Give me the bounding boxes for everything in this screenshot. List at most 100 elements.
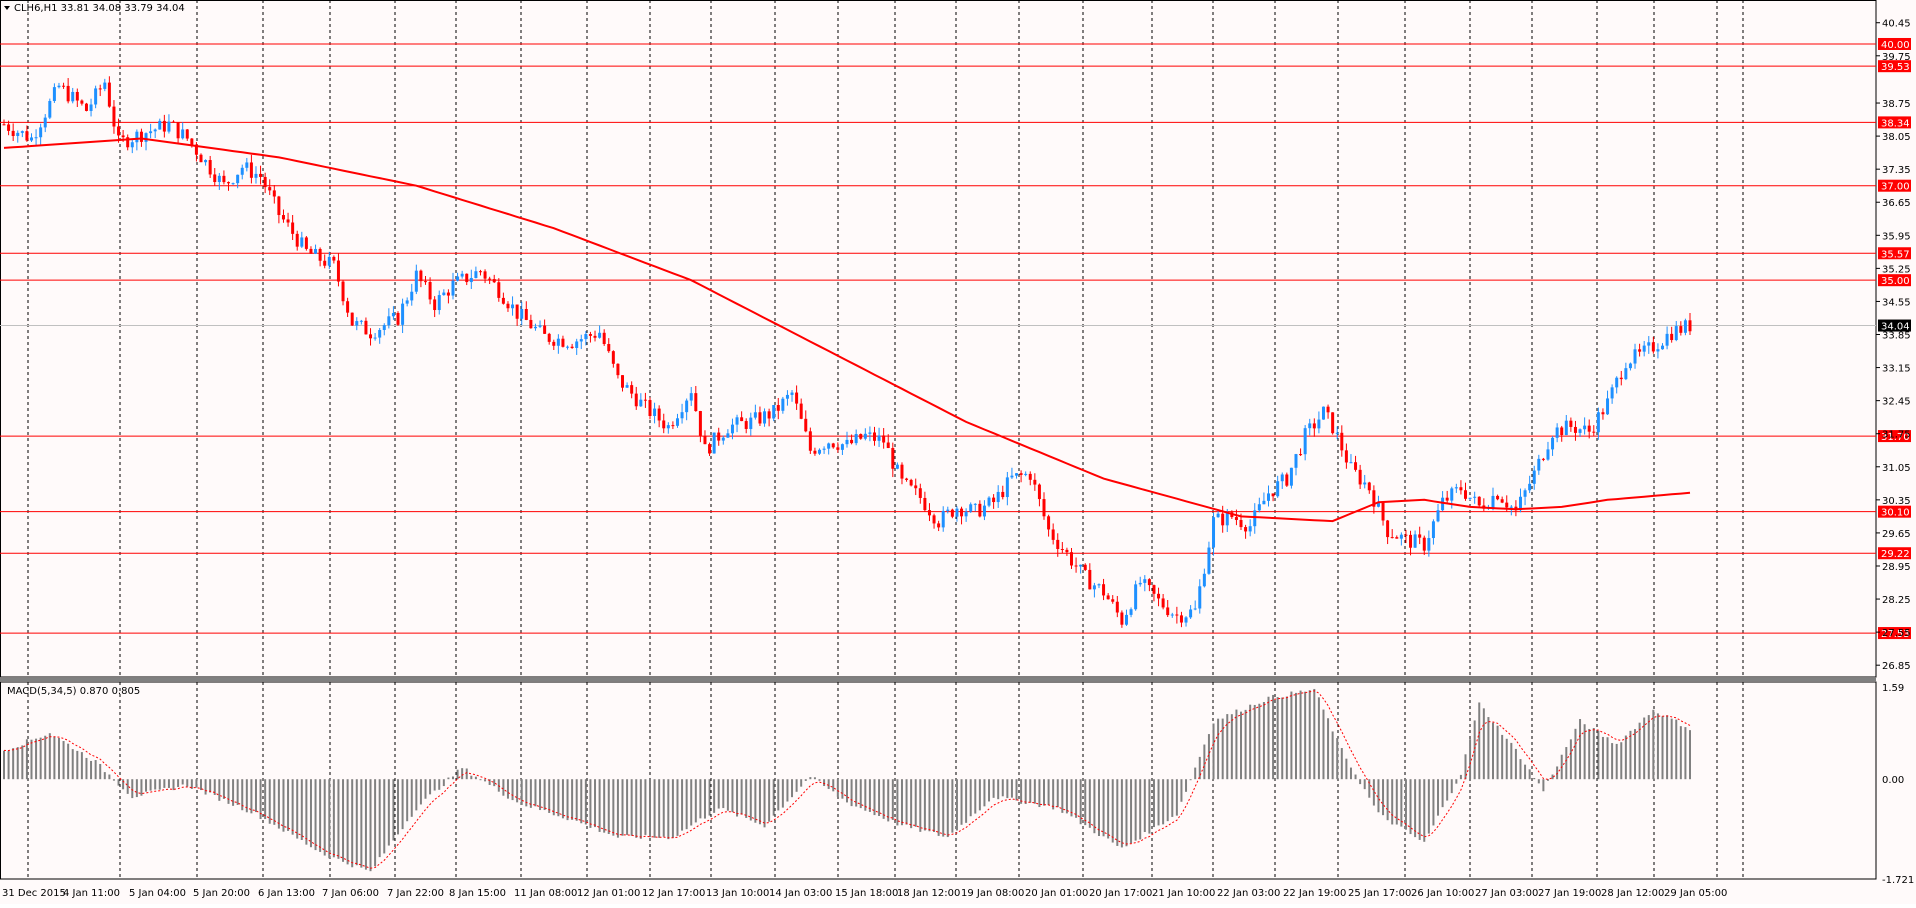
macd-tick-label: 0.00 [1882,775,1904,786]
macd-bar [1583,724,1586,780]
macd-bar [273,779,276,825]
macd-bar [410,779,413,817]
macd-bar [195,779,198,788]
candle-body [1651,342,1655,352]
price-tick-label: 32.45 [1882,397,1911,408]
candle-body [1518,496,1522,511]
price-tick-label: 36.65 [1882,198,1911,209]
macd-bar [726,779,729,811]
macd-bar [653,779,656,838]
candle-body [1505,502,1509,508]
macd-bar [1120,779,1123,848]
dropdown-triangle-icon[interactable] [4,6,10,10]
macd-bar [699,779,702,819]
time-tick-label: 15 Jan 18:00 [835,888,898,899]
candle-body [387,316,391,326]
level-tag [1878,116,1911,129]
candle-body [1528,483,1532,491]
level-tag [1878,627,1911,640]
candle-body [336,260,340,282]
macd-bar [713,779,716,813]
macd-bar [1189,779,1192,781]
candle-body [11,130,15,136]
candle-body [1051,529,1055,540]
candle-body [1037,484,1041,500]
macd-bar [928,779,931,832]
macd-bar [1258,703,1261,780]
candle-body [753,412,757,418]
macd-bar [209,779,212,793]
macd-bar [442,779,445,787]
macd-panel[interactable] [0,681,1877,880]
macd-bar [612,779,615,836]
macd-bar [1414,779,1417,838]
macd-bar [1217,718,1220,780]
macd-bar [85,757,88,780]
candle-body [341,281,345,302]
symbol-header: CLH6,H1 33.81 34.08 33.79 34.04 [14,3,185,14]
candle-body [428,281,432,300]
candle-body [785,394,789,399]
macd-bar [1107,779,1110,839]
candle-body [1326,406,1330,413]
macd-bar [1079,779,1082,825]
price-tick-label: 31.05 [1882,463,1911,474]
price-tick-label: 39.75 [1882,52,1911,63]
macd-bar [154,779,157,790]
macd-bar [1272,694,1275,780]
candle-body [1624,368,1628,380]
macd-bar [1450,779,1453,794]
candle-body [1184,617,1188,623]
candle-body [941,510,945,528]
macd-bar [177,779,180,788]
candle-body [185,129,189,139]
macd-bar [506,779,509,799]
macd-bar [1171,779,1174,817]
candle-body [1409,534,1413,548]
candle-body [1386,520,1390,538]
candle-body [410,291,414,301]
price-tick-label: 38.05 [1882,132,1911,143]
macd-bar [140,779,143,796]
macd-bar [319,779,322,852]
macd-bar [374,779,377,867]
macd-bar [1611,743,1614,780]
macd-bar [804,779,807,781]
candle-body [1665,333,1669,346]
candle-body [1069,552,1073,566]
macd-bar [1056,779,1059,808]
candle-body [167,121,171,132]
macd-bar [900,779,903,826]
macd-bar [1656,713,1659,780]
candle-body [996,491,1000,503]
macd-bar [30,739,33,780]
candle-body [1445,497,1449,501]
macd-bar [1061,779,1064,813]
macd-bar [878,779,881,816]
time-tick-label: 25 Jan 17:00 [1348,888,1411,899]
candle-body [364,320,368,335]
candle-body [75,91,79,101]
candle-body [1106,595,1110,600]
candle-body [451,280,455,296]
macd-bar [1033,779,1036,804]
level-tag-label: 29.22 [1881,549,1910,560]
candle-body [868,432,872,434]
candle-body [236,174,240,184]
macd-bar [76,750,79,780]
price-panel[interactable] [0,0,1877,681]
candle-body [291,222,295,234]
candle-body [685,400,689,413]
macd-bar [552,779,555,816]
macd-bar [859,779,862,809]
candle-body [130,142,134,148]
level-tag-label: 38.34 [1881,118,1910,129]
candle-body [1028,473,1032,480]
macd-bar [493,779,496,787]
candle-body [231,183,235,185]
candle-body [1473,496,1477,498]
candle-body [1189,609,1193,618]
